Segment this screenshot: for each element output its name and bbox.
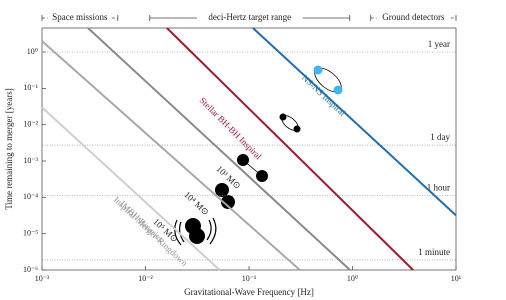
binaries [174, 65, 343, 246]
band-label: Ground detectors [382, 12, 445, 22]
x-axis-label: Gravitational-Wave Frequency [Hz] [184, 287, 314, 297]
series-line [41, 106, 221, 271]
y-axis-label: Time remaining to merger [years] [4, 88, 14, 209]
series-line [41, 40, 301, 271]
x-tick-label: 10⁰ [347, 274, 358, 283]
reference-label: 1 year [428, 39, 450, 49]
annotation: Stellar BH-BH Inspiral [198, 95, 264, 161]
star [333, 85, 343, 95]
reference-label: 1 minute [418, 247, 450, 257]
hole [221, 195, 235, 209]
hole [256, 170, 268, 182]
hole [279, 113, 287, 121]
x-tick-label: 10⁻¹ [242, 274, 257, 283]
reference-label: 1 hour [427, 182, 450, 192]
hole [215, 183, 229, 197]
annotation: 10⁴ M⊙ [182, 189, 211, 217]
series-line [166, 27, 414, 271]
hole [293, 125, 301, 133]
band-label: Space missions [52, 12, 108, 22]
y-tick-label: 10⁻⁴ [23, 192, 38, 201]
x-tick-label: 10⁻³ [35, 274, 50, 283]
y-tick-label: 10⁻⁶ [23, 265, 38, 274]
x-tick-label: 10¹ [451, 274, 462, 283]
series-line [252, 27, 457, 217]
annotation: NS-NS Inspiral [300, 73, 348, 119]
hole [189, 228, 205, 244]
x-tick-label: 10⁻² [138, 274, 153, 283]
band-label: deci-Hertz target range [208, 12, 291, 22]
y-tick-label: 10⁻² [23, 120, 38, 129]
series-line [87, 27, 351, 271]
y-tick-label: 10⁻⁵ [23, 229, 38, 238]
band-label-bg [47, 10, 113, 24]
reference-label: 1 day [430, 132, 450, 142]
y-tick-label: 10⁻³ [23, 156, 38, 165]
band-label-bg [376, 10, 451, 24]
waves [174, 217, 217, 246]
hole [237, 154, 249, 166]
y-tick-label: 10⁰ [27, 47, 38, 56]
band-label-bg [196, 10, 303, 24]
y-tick-label: 10⁻¹ [23, 83, 38, 92]
star [313, 65, 323, 75]
